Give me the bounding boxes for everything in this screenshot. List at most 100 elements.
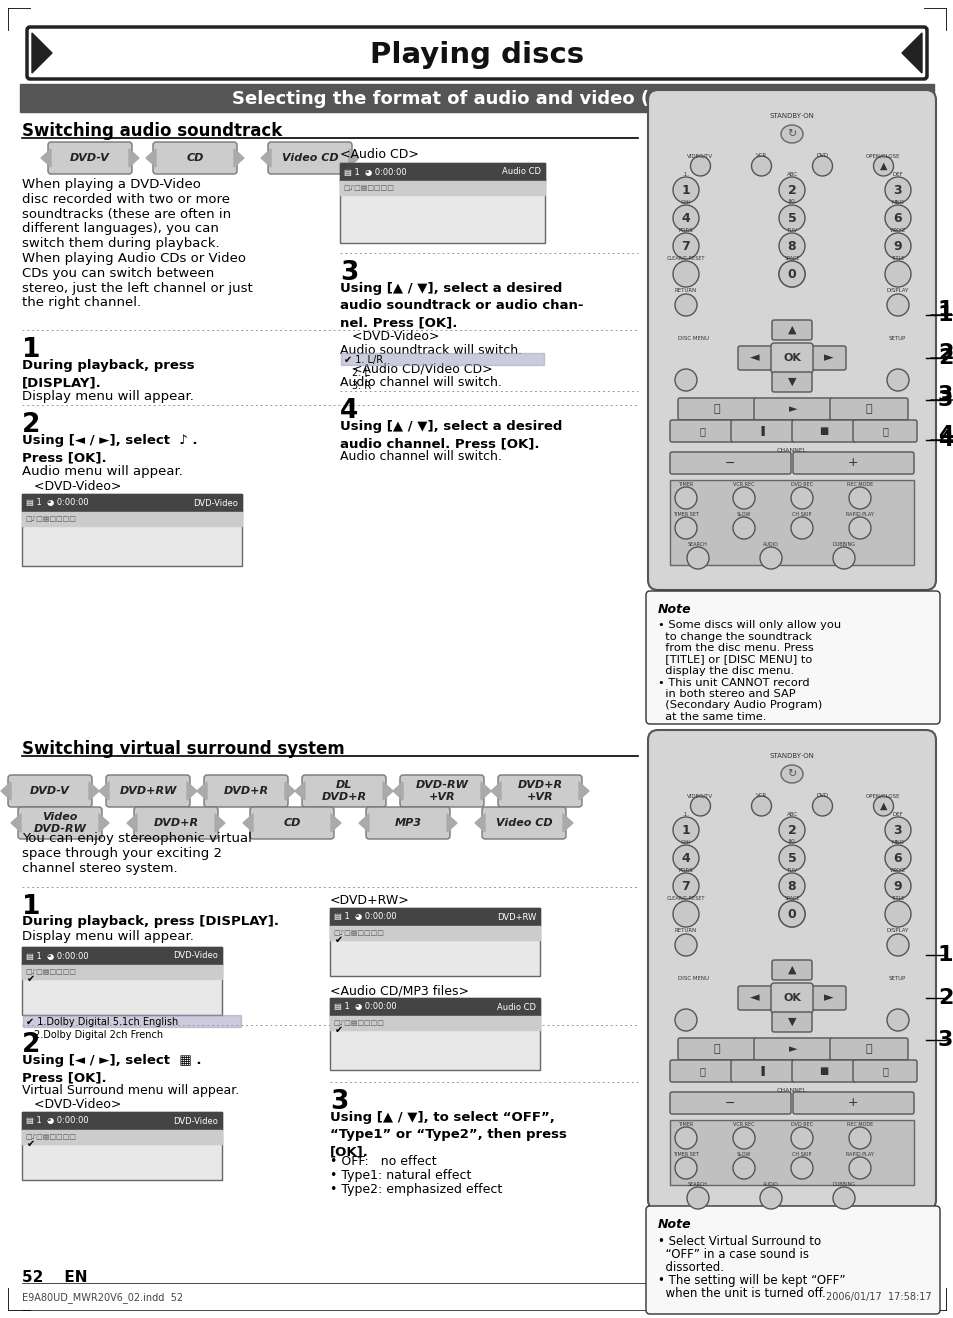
Text: different languages), you can: different languages), you can [22, 223, 218, 236]
Text: REC MODE: REC MODE [846, 481, 872, 486]
FancyBboxPatch shape [770, 343, 812, 373]
Polygon shape [358, 815, 369, 832]
Circle shape [832, 547, 854, 569]
FancyBboxPatch shape [678, 1039, 755, 1060]
Ellipse shape [781, 125, 802, 142]
FancyBboxPatch shape [647, 90, 935, 590]
Text: <DVD-Video>: <DVD-Video> [22, 1098, 121, 1111]
Text: WXYZ: WXYZ [889, 228, 905, 232]
Text: (Secondary Audio Program): (Secondary Audio Program) [658, 700, 821, 710]
Bar [339, 163, 544, 181]
Polygon shape [99, 815, 109, 832]
Bar [22, 1112, 222, 1180]
Text: TIMER: TIMER [678, 481, 693, 486]
Text: when the unit is turned off.: when the unit is turned off. [658, 1286, 825, 1300]
Polygon shape [261, 149, 271, 167]
Bar [22, 511, 242, 526]
Bar [22, 948, 222, 1015]
Text: 9: 9 [893, 879, 902, 892]
Text: Audio channel will switch.: Audio channel will switch. [339, 376, 501, 389]
Text: Using [▲ / ▼], select a desired
audio channel. Press [OK].: Using [▲ / ▼], select a desired audio ch… [339, 420, 561, 449]
Circle shape [884, 873, 910, 899]
Text: • The setting will be kept “OFF”: • The setting will be kept “OFF” [658, 1275, 844, 1286]
Bar [669, 480, 913, 565]
Text: CHANNEL: CHANNEL [776, 448, 806, 452]
Text: 3: 3 [937, 1029, 952, 1050]
Text: ⏮: ⏮ [713, 1044, 720, 1054]
Text: ✔: ✔ [335, 1025, 343, 1035]
Polygon shape [243, 815, 253, 832]
Text: DUBBING: DUBBING [832, 542, 855, 547]
Bar [22, 1130, 222, 1144]
FancyBboxPatch shape [678, 398, 755, 420]
Circle shape [675, 1157, 697, 1180]
Text: ◄: ◄ [749, 991, 759, 1004]
Circle shape [672, 817, 699, 844]
Text: ►: ► [788, 405, 797, 414]
Text: Display menu will appear.: Display menu will appear. [22, 931, 193, 942]
Text: SPACE: SPACE [783, 256, 799, 261]
Text: ▤ 1  ◕ 0:00:00: ▤ 1 ◕ 0:00:00 [26, 952, 89, 961]
Text: ✔: ✔ [335, 934, 343, 945]
Text: GHI: GHI [680, 840, 690, 845]
Polygon shape [214, 815, 225, 832]
Text: Selecting the format of audio and video (cont’d): Selecting the format of audio and video … [233, 90, 720, 108]
Text: TITLE: TITLE [890, 895, 903, 900]
Text: 3: 3 [893, 183, 902, 196]
Text: ▤ 1  ◕ 0:00:00: ▤ 1 ◕ 0:00:00 [26, 1116, 89, 1126]
FancyBboxPatch shape [753, 398, 831, 420]
Bar [330, 908, 539, 977]
Polygon shape [127, 815, 137, 832]
Text: 52    EN: 52 EN [22, 1271, 88, 1285]
Text: • Select Virtual Surround to: • Select Virtual Surround to [658, 1235, 821, 1248]
Polygon shape [187, 782, 196, 800]
Polygon shape [285, 782, 294, 800]
Circle shape [848, 486, 870, 509]
Text: DVD+RW: DVD+RW [497, 912, 536, 921]
Text: TUV: TUV [785, 228, 797, 232]
Text: <Audio CD/Video CD>: <Audio CD/Video CD> [339, 362, 492, 376]
Text: • OFF:   no effect: • OFF: no effect [330, 1155, 436, 1168]
Text: at the same time.: at the same time. [658, 712, 765, 722]
Text: TIMER SET: TIMER SET [672, 1152, 699, 1156]
Text: • Type2: emphasized effect: • Type2: emphasized effect [330, 1184, 501, 1195]
Circle shape [884, 845, 910, 871]
Text: VCR REC: VCR REC [733, 481, 754, 486]
Text: GHI: GHI [680, 199, 690, 204]
Circle shape [760, 1188, 781, 1209]
Text: 4: 4 [680, 851, 690, 865]
Text: JKL: JKL [787, 199, 795, 204]
Text: space through your exciting 2: space through your exciting 2 [22, 847, 222, 861]
Text: VCR: VCR [755, 153, 766, 158]
Text: VIDEO/TV: VIDEO/TV [687, 793, 713, 797]
Text: ⏩: ⏩ [882, 1066, 887, 1075]
Text: 7: 7 [680, 240, 690, 253]
Text: ⏮: ⏮ [713, 405, 720, 414]
FancyBboxPatch shape [204, 775, 288, 807]
Text: −: − [724, 1097, 735, 1110]
Text: DVD+R: DVD+R [223, 786, 269, 796]
Circle shape [790, 1127, 812, 1149]
Bar [340, 353, 543, 365]
Bar [22, 494, 242, 565]
Polygon shape [349, 149, 358, 167]
Text: ⏪: ⏪ [699, 1066, 704, 1075]
Circle shape [832, 1188, 854, 1209]
Text: Video CD: Video CD [281, 153, 338, 163]
Bar [22, 494, 242, 511]
Text: 2: 2 [787, 824, 796, 837]
Bar [330, 1016, 539, 1029]
Polygon shape [475, 815, 484, 832]
Polygon shape [146, 149, 156, 167]
Text: Switching virtual surround system: Switching virtual surround system [22, 739, 344, 758]
Text: ▼: ▼ [787, 1017, 796, 1027]
Circle shape [884, 233, 910, 260]
Text: ■: ■ [819, 426, 828, 436]
Text: DISPLAY: DISPLAY [886, 289, 908, 294]
Polygon shape [480, 782, 491, 800]
Circle shape [873, 796, 893, 816]
Polygon shape [233, 149, 244, 167]
Text: 4: 4 [937, 424, 952, 445]
Text: OPEN/CLOSE: OPEN/CLOSE [865, 153, 900, 158]
Bar [22, 948, 222, 965]
